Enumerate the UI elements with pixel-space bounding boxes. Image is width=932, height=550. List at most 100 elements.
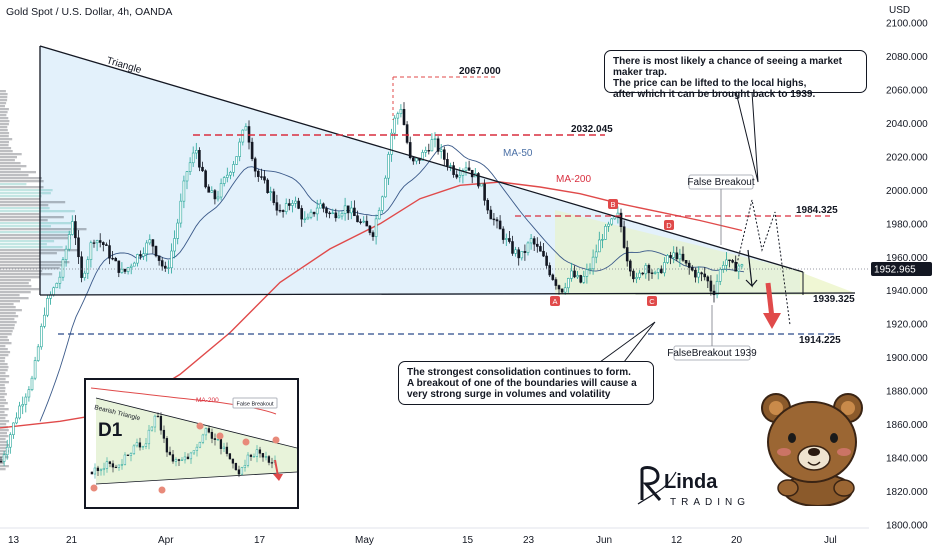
ma200-label: MA-200 bbox=[556, 174, 591, 185]
point-marker-label: A bbox=[552, 297, 557, 306]
logo-name: Linda bbox=[664, 471, 718, 493]
candle-body bbox=[663, 262, 666, 274]
inset-ma200 bbox=[90, 387, 277, 415]
candle-body bbox=[588, 268, 592, 270]
candle-body bbox=[43, 314, 46, 327]
candle-body bbox=[563, 287, 567, 293]
candle-body bbox=[427, 150, 431, 152]
candle-body bbox=[731, 260, 734, 263]
candle-body bbox=[464, 167, 468, 171]
candle-body bbox=[442, 149, 446, 160]
volume-bar bbox=[0, 300, 20, 303]
inset-candle-body bbox=[213, 438, 217, 440]
candle-body bbox=[117, 260, 121, 273]
volume-bar bbox=[0, 111, 8, 114]
volume-bar bbox=[0, 309, 22, 312]
y-tick-label: 1860.000 bbox=[886, 420, 928, 431]
candle-body bbox=[263, 176, 266, 181]
volume-bar bbox=[0, 297, 29, 300]
candle-body bbox=[411, 157, 415, 162]
candle-body bbox=[216, 196, 220, 200]
candle-body bbox=[489, 209, 493, 220]
candle-body bbox=[176, 222, 179, 239]
candle-body bbox=[498, 220, 502, 230]
candle-body bbox=[675, 252, 679, 260]
volume-bar bbox=[0, 231, 73, 234]
volume-bar bbox=[0, 282, 29, 285]
candle-body bbox=[684, 260, 688, 264]
inset-candle-body bbox=[117, 464, 121, 468]
volume-bar bbox=[0, 417, 6, 420]
volume-bar bbox=[0, 99, 8, 102]
candle-body bbox=[737, 265, 741, 272]
volume-bar bbox=[0, 462, 5, 465]
inset-candle-body bbox=[225, 446, 229, 454]
candle-body bbox=[371, 232, 375, 237]
volume-bar bbox=[0, 330, 13, 333]
candle-body bbox=[278, 209, 282, 212]
inset-candle-body bbox=[231, 458, 235, 464]
volume-bar bbox=[0, 225, 51, 228]
candle-body bbox=[204, 170, 207, 188]
candle-body bbox=[235, 156, 238, 165]
level-label-1939: 1939.325 bbox=[813, 294, 855, 305]
candle-body bbox=[635, 277, 638, 280]
volume-bar bbox=[0, 264, 65, 267]
candle-body bbox=[325, 208, 328, 214]
volume-bar bbox=[0, 195, 42, 198]
inset-false-breakout: False Breakout bbox=[237, 402, 274, 408]
y-tick-label: 1960.000 bbox=[886, 253, 928, 264]
candle-body bbox=[628, 260, 632, 272]
current-price-badge bbox=[871, 262, 932, 276]
candle-body bbox=[139, 254, 142, 257]
volume-bar bbox=[0, 351, 11, 354]
volume-bar bbox=[0, 162, 21, 165]
current-price-value: 1952.965 bbox=[874, 265, 916, 276]
candle-body bbox=[154, 245, 158, 257]
volume-bar bbox=[0, 198, 40, 201]
candle-body bbox=[12, 422, 15, 435]
volume-bar bbox=[0, 303, 14, 306]
candle-body bbox=[455, 174, 459, 178]
inset-candle-body bbox=[105, 461, 109, 469]
candle-body bbox=[207, 186, 210, 193]
volume-bar bbox=[0, 366, 9, 369]
volume-bar bbox=[0, 246, 63, 249]
candle-body bbox=[188, 162, 192, 172]
volume-bar bbox=[0, 399, 6, 402]
inset-candle-body bbox=[252, 456, 256, 458]
volume-bar bbox=[0, 408, 9, 411]
candle-body bbox=[681, 253, 685, 261]
inset-marker bbox=[158, 486, 166, 494]
candle-body bbox=[318, 203, 322, 209]
inset-candle-body bbox=[123, 454, 127, 465]
candle-body bbox=[52, 287, 56, 296]
x-tick-label: 23 bbox=[523, 535, 535, 546]
candle-body bbox=[601, 239, 604, 241]
volume-bar bbox=[0, 186, 44, 189]
y-tick-label: 2060.000 bbox=[886, 85, 928, 96]
inset-candle-body bbox=[165, 438, 169, 453]
bottom-note: The strongest consolidation continues to… bbox=[398, 361, 654, 405]
inset-candle-body bbox=[138, 442, 142, 448]
candle-body bbox=[191, 152, 195, 164]
candle-body bbox=[353, 207, 356, 217]
x-tick-label: 12 bbox=[671, 535, 683, 546]
candle-body bbox=[477, 173, 480, 187]
inset-candle-body bbox=[180, 459, 184, 461]
candle-body bbox=[585, 269, 589, 277]
candle-body bbox=[95, 240, 99, 244]
inset-candle-body bbox=[219, 438, 223, 449]
candle-body bbox=[501, 228, 505, 240]
bear-head bbox=[767, 401, 857, 483]
candle-body bbox=[346, 205, 350, 214]
candle-body bbox=[294, 200, 297, 204]
volume-bar bbox=[0, 261, 70, 264]
candle-body bbox=[80, 256, 83, 278]
x-tick-label: 20 bbox=[731, 535, 743, 546]
candle-body bbox=[718, 269, 722, 282]
candle-body bbox=[632, 270, 635, 280]
candle-body bbox=[15, 417, 18, 424]
candle-body bbox=[604, 226, 607, 240]
